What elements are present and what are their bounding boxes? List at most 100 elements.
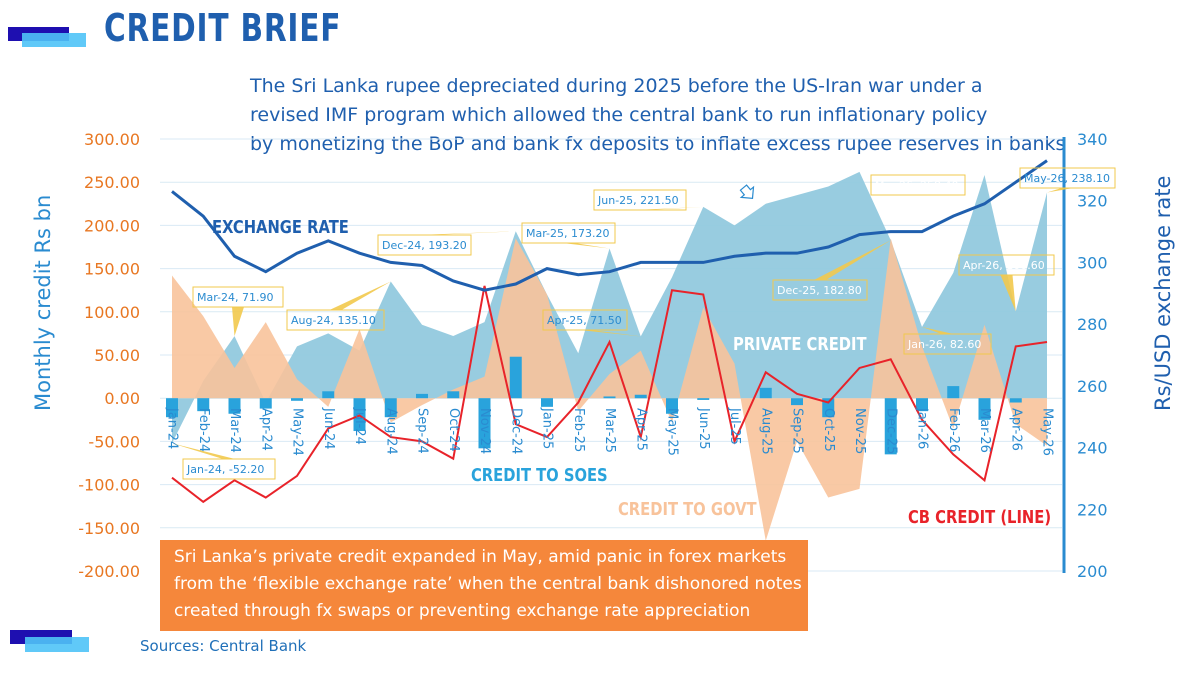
down-arrow-icon bbox=[739, 184, 755, 200]
subtitle-line: The Sri Lanka rupee depreciated during 2… bbox=[250, 75, 983, 97]
soe-credit-bar bbox=[759, 387, 772, 399]
y2-tick-label: 280 bbox=[1077, 315, 1108, 334]
y-tick-label: 250.00 bbox=[84, 173, 140, 192]
series-label: PRIVATE CREDIT bbox=[733, 334, 867, 355]
y-axis-left-title: Monthly credit Rs bn bbox=[31, 194, 55, 411]
soe-credit-bar bbox=[634, 394, 647, 399]
callout-leader bbox=[172, 443, 235, 459]
callout-label: Apr-26, 100.60 bbox=[963, 259, 1045, 272]
logo-bar-light bbox=[22, 33, 86, 47]
soe-credit-bar bbox=[291, 398, 303, 401]
x-category-label: Jul-25 bbox=[727, 407, 742, 445]
callout-box bbox=[182, 458, 276, 480]
callout-leader bbox=[814, 240, 891, 280]
callout-label: Jun-25, 221.50 bbox=[597, 194, 679, 207]
soe-credit-bar bbox=[322, 391, 335, 399]
callout-box bbox=[521, 222, 616, 244]
soe-credit-bar bbox=[228, 398, 241, 414]
callout-label: Apr-25, 71.50 bbox=[547, 314, 622, 327]
x-category-label: Sep-24 bbox=[415, 408, 430, 454]
y-tick-label: 0.00 bbox=[104, 389, 140, 408]
x-category-label: Mar-26 bbox=[977, 408, 992, 453]
x-category-label: Aug-24 bbox=[383, 408, 398, 455]
x-category-label: Sep-25 bbox=[790, 408, 805, 454]
y-tick-label: 300.00 bbox=[84, 130, 140, 149]
private-credit-area bbox=[172, 171, 1047, 444]
series-label: CB CREDIT (LINE) bbox=[908, 507, 1051, 528]
commentary-line: from the ‘flexible exchange rate’ when t… bbox=[174, 574, 802, 594]
series-label: CREDIT TO SOES bbox=[471, 465, 608, 486]
x-category-label: Mar-24 bbox=[227, 408, 242, 453]
callout-leader bbox=[562, 243, 610, 249]
commentary-line: Sri Lanka’s private credit expanded in M… bbox=[174, 547, 787, 567]
callout-label: Mar-24, 71.90 bbox=[197, 291, 274, 304]
soe-credit-bar bbox=[447, 391, 460, 399]
callout-box bbox=[377, 234, 472, 256]
callout-box bbox=[542, 309, 628, 331]
series-label: EXCHANGE RATE bbox=[212, 217, 349, 238]
soe-credit-bar bbox=[166, 398, 178, 418]
y2-tick-label: 300 bbox=[1077, 253, 1108, 272]
callout-leader bbox=[579, 330, 641, 337]
soe-credit-bar bbox=[916, 398, 928, 412]
x-category-label: Apr-26 bbox=[1008, 408, 1023, 451]
x-category-label: May-24 bbox=[290, 408, 305, 456]
x-category-label: Feb-24 bbox=[196, 408, 211, 452]
y-tick-label: 100.00 bbox=[84, 303, 140, 322]
y-tick-label: -200.00 bbox=[78, 562, 140, 581]
callout-leader bbox=[1000, 275, 1016, 312]
y2-tick-label: 260 bbox=[1077, 377, 1108, 396]
soe-credit-bar bbox=[509, 356, 522, 399]
callout-box bbox=[958, 254, 1055, 276]
y2-tick-label: 200 bbox=[1077, 562, 1108, 581]
x-category-label: Nov-24 bbox=[477, 408, 492, 454]
callout-label: Jan-26, 82.60 bbox=[907, 338, 981, 351]
commentary-box: Sri Lanka’s private credit expanded in M… bbox=[160, 540, 808, 631]
subtitle-line: revised IMF program which allowed the ce… bbox=[250, 104, 988, 126]
callout-label: Jan-24, -52.20 bbox=[186, 463, 264, 476]
x-category-label: Apr-25 bbox=[633, 408, 648, 451]
x-category-label: Jan-25 bbox=[540, 407, 555, 449]
x-category-label: May-25 bbox=[665, 408, 680, 456]
soe-credit-bar bbox=[978, 398, 991, 420]
soe-credit-bar bbox=[384, 398, 397, 418]
y-tick-label: -150.00 bbox=[78, 519, 140, 538]
exchange-rate-line bbox=[171, 159, 1048, 292]
callout-box bbox=[903, 333, 992, 355]
callout-box bbox=[1019, 167, 1116, 189]
commentary-line: created through fx swaps or preventing e… bbox=[174, 601, 751, 621]
x-category-label: Jun-24 bbox=[321, 407, 336, 450]
callout-label: Dec-25, 182.80 bbox=[777, 284, 862, 297]
x-category-label: Feb-26 bbox=[946, 408, 961, 452]
x-category-label: May-26 bbox=[1040, 408, 1055, 456]
y-tick-label: 200.00 bbox=[84, 216, 140, 235]
callout-box bbox=[772, 279, 868, 301]
y-tick-label: 150.00 bbox=[84, 260, 140, 279]
y2-tick-label: 340 bbox=[1077, 130, 1108, 149]
govt-credit-area bbox=[172, 238, 1047, 541]
x-category-label: Mar-25 bbox=[602, 408, 617, 453]
callout-label: Mar-26, 258.40 bbox=[875, 179, 959, 192]
x-category-label: Dec-25 bbox=[883, 408, 898, 454]
callout-label: Mar-25, 173.20 bbox=[526, 227, 610, 240]
x-category-label: Jan-26 bbox=[915, 407, 930, 449]
callout-label: Dec-24, 193.20 bbox=[382, 239, 467, 252]
y-tick-label: 50.00 bbox=[94, 346, 140, 365]
brand-title: CREDIT BRIEF bbox=[104, 6, 342, 50]
callout-box bbox=[593, 189, 687, 211]
series-label: CREDIT TO GOVT bbox=[618, 499, 757, 520]
soe-credit-bar bbox=[478, 398, 491, 449]
soe-credit-bar bbox=[541, 398, 553, 407]
soe-credit-bar bbox=[822, 398, 835, 418]
x-category-label: Oct-24 bbox=[446, 408, 461, 452]
y2-tick-label: 220 bbox=[1077, 500, 1108, 519]
callout-leader bbox=[922, 326, 954, 334]
callout-box bbox=[870, 174, 966, 196]
soe-credit-bar bbox=[947, 386, 960, 399]
x-category-label: Nov-25 bbox=[852, 408, 867, 454]
x-category-label: Feb-25 bbox=[571, 408, 586, 452]
y2-tick-label: 320 bbox=[1077, 192, 1108, 211]
soe-credit-bar bbox=[666, 398, 678, 414]
x-category-label: Oct-25 bbox=[821, 408, 836, 452]
